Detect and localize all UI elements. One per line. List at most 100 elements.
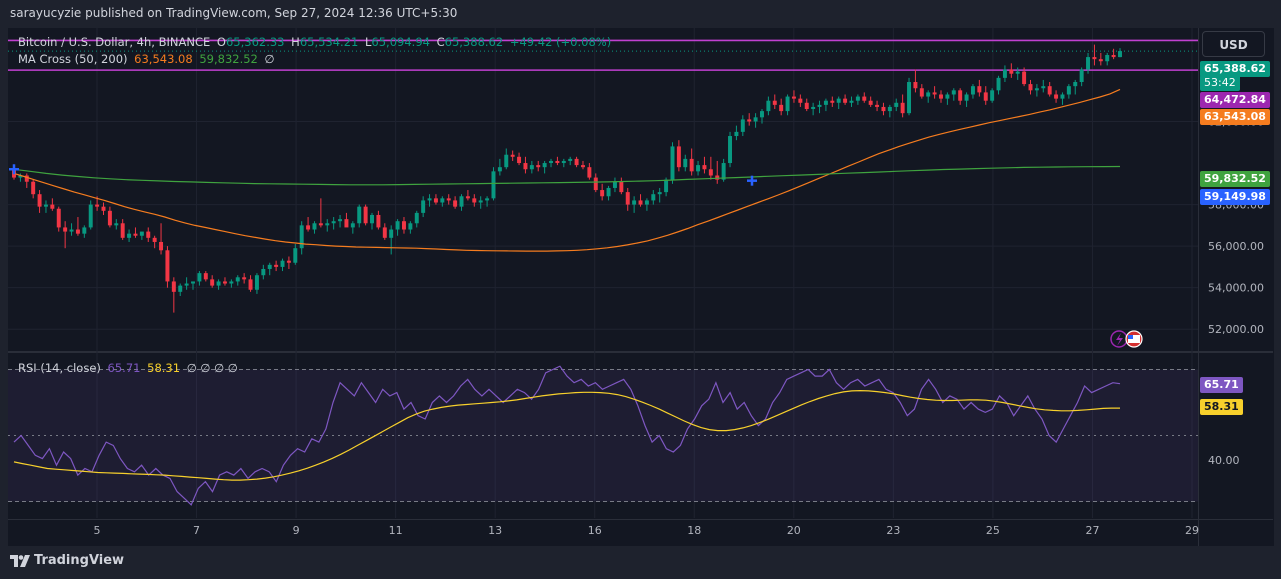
footer-branding: TradingView: [10, 553, 124, 568]
time-tick-label: 18: [687, 524, 701, 537]
candle-body: [280, 260, 285, 267]
candle-body: [395, 221, 400, 230]
candle-body: [261, 268, 266, 276]
candle-body: [1002, 69, 1007, 78]
candle-body: [760, 111, 764, 118]
candle-body: [811, 106, 816, 110]
candle-body: [421, 200, 426, 213]
candle-body: [913, 82, 918, 89]
bar-countdown-tag: 53:42: [1200, 75, 1240, 91]
candle-body: [139, 231, 144, 236]
candle-body: [248, 279, 253, 290]
rsi-legend-value: 65.71: [107, 361, 141, 375]
candle-body: [178, 285, 183, 292]
candle-body: [625, 192, 630, 205]
candle-body: [376, 214, 381, 228]
chart-area[interactable]: [8, 28, 1198, 546]
candle-body: [849, 100, 854, 103]
candle-body: [939, 94, 943, 99]
ma-fast-value: 63,543.08: [134, 52, 193, 66]
candle-body: [753, 117, 758, 122]
candle-body: [414, 212, 419, 224]
candle-body: [146, 231, 151, 238]
candle-body: [286, 260, 291, 263]
candle-body: [1047, 86, 1052, 95]
candle-body: [638, 200, 643, 205]
candle-body: [932, 92, 937, 95]
ohlc-high-label: H: [291, 35, 300, 49]
ma-slow-value: 59,832.52: [199, 52, 258, 66]
symbol-title[interactable]: Bitcoin / U.S. Dollar, 4h, BINANCE: [18, 35, 211, 49]
candle-body: [804, 102, 809, 110]
time-tick-label: 7: [193, 524, 200, 537]
candle-body: [197, 273, 202, 282]
candle-body: [958, 90, 963, 101]
candle-body: [152, 237, 157, 242]
candle-body: [306, 225, 311, 230]
time-tick-label: 23: [886, 524, 900, 537]
candle-body: [817, 104, 822, 107]
candle-body: [274, 264, 279, 267]
currency-button[interactable]: USD: [1202, 31, 1265, 57]
candle-body: [881, 106, 886, 112]
candle-body: [619, 181, 624, 193]
candle-body: [632, 200, 637, 205]
pane-divider[interactable]: [8, 351, 1273, 353]
candle-body: [1009, 69, 1014, 74]
candle-body: [408, 223, 413, 230]
candle-body: [830, 100, 835, 103]
candle-body: [926, 92, 931, 97]
time-tick-label: 16: [588, 524, 602, 537]
candle-body: [651, 194, 656, 201]
candle-body: [868, 100, 873, 105]
candle-body: [798, 98, 803, 103]
candle-body: [216, 281, 221, 286]
candle-body: [82, 227, 87, 234]
ohlc-close-value: 65,388.62: [444, 35, 504, 49]
ma-cross-title[interactable]: MA Cross (50, 200): [18, 52, 128, 66]
rsi-value-tag: 65.71: [1200, 377, 1243, 393]
candle-body: [95, 204, 100, 207]
candle-body: [772, 100, 777, 105]
candle-body: [433, 198, 438, 203]
price-tick-label: 52,000.00: [1208, 323, 1264, 336]
horizontal-level-tag: 64,472.84: [1200, 92, 1270, 108]
candle-body: [370, 214, 374, 224]
candle-body: [517, 156, 522, 164]
candle-body: [63, 227, 68, 232]
candle-body: [101, 206, 106, 211]
candle-body: [1054, 94, 1059, 99]
ma-slow-tag: 59,832.52: [1200, 171, 1270, 187]
candle-body: [689, 158, 694, 172]
candle-body: [299, 225, 304, 249]
ohlc-open-value: 65,362.33: [225, 35, 285, 49]
candle-body: [977, 86, 982, 93]
candle-body: [862, 96, 867, 101]
rsi-legend: RSI (14, close) 65.71 58.31 ∅ ∅ ∅ ∅: [18, 361, 241, 375]
candle-body: [664, 179, 669, 193]
candle-body: [31, 181, 36, 195]
rsi-axis-label: 40.00: [1208, 454, 1240, 467]
candle-body: [785, 96, 790, 112]
candle-body: [350, 223, 355, 228]
candle-body: [606, 187, 611, 197]
candle-body: [485, 198, 490, 201]
candle-body: [766, 100, 771, 112]
candle-body: [1092, 57, 1097, 60]
candle-body: [24, 175, 29, 182]
candle-body: [1079, 69, 1084, 83]
ma-extra-value: ∅: [264, 52, 275, 66]
candle-body: [325, 223, 330, 226]
candle-body: [37, 194, 42, 207]
candle-body: [1066, 86, 1071, 95]
time-tick-label: 9: [293, 524, 300, 537]
candle-body: [740, 119, 745, 132]
price-tick-label: 56,000.00: [1208, 240, 1264, 253]
candle-body: [945, 94, 950, 99]
ma-fast-tag: 63,543.08: [1200, 109, 1270, 125]
time-axis-separator: [8, 519, 1273, 520]
candle-body: [382, 227, 387, 238]
candle-body: [491, 171, 496, 199]
rsi-title[interactable]: RSI (14, close): [18, 361, 101, 375]
